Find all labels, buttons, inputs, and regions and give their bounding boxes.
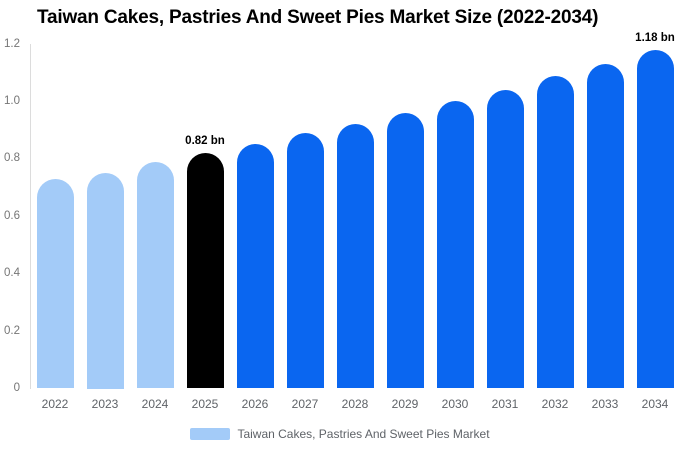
bar-2023[interactable] (86, 173, 124, 389)
x-tick-label-2028: 2028 (341, 396, 369, 411)
bar-2033[interactable] (586, 64, 624, 389)
x-tick-label-2022: 2022 (41, 396, 69, 411)
x-tick-label-2033: 2033 (591, 396, 619, 411)
y-tick-label: 0.8 (4, 152, 20, 165)
x-tick-label-2032: 2032 (541, 396, 569, 411)
y-tick-label: 0 (13, 382, 20, 394)
x-tick-label-2025: 2025 (191, 396, 219, 411)
x-tick-label-2023: 2023 (91, 396, 119, 411)
x-tick-label-2026: 2026 (241, 396, 269, 411)
chart-title: Taiwan Cakes, Pastries And Sweet Pies Ma… (37, 7, 599, 28)
bar-2034[interactable] (636, 49, 674, 389)
legend-swatch (190, 428, 231, 440)
y-tick-label: 1.2 (4, 37, 20, 50)
legend[interactable]: Taiwan Cakes, Pastries And Sweet Pies Ma… (0, 427, 680, 441)
bar-2024[interactable] (136, 161, 174, 389)
bar-2032[interactable] (536, 75, 574, 389)
y-axis-line (30, 44, 31, 389)
bar-2027[interactable] (286, 132, 324, 389)
bar-2028[interactable] (336, 124, 374, 389)
bar-2031[interactable] (486, 89, 524, 389)
bar-2029[interactable] (386, 112, 424, 389)
value-label-2025: 0.82 bn (185, 135, 225, 148)
x-tick-label-2027: 2027 (291, 396, 319, 411)
legend-label: Taiwan Cakes, Pastries And Sweet Pies Ma… (237, 427, 490, 441)
x-tick-label-2024: 2024 (141, 396, 169, 411)
y-tick-label: 0.4 (4, 267, 20, 280)
value-label-2034: 1.18 bn (635, 31, 675, 44)
bar-2030[interactable] (436, 101, 474, 389)
x-tick-label-2030: 2030 (441, 396, 469, 411)
y-tick-label: 0.6 (4, 209, 20, 222)
x-tick-label-2031: 2031 (491, 396, 519, 411)
bar-2022[interactable] (36, 178, 74, 389)
bar-2025[interactable] (186, 153, 224, 389)
x-tick-label-2034: 2034 (641, 396, 669, 411)
y-tick-label: 0.2 (4, 324, 20, 337)
y-tick-label: 1.0 (4, 94, 20, 107)
bar-2026[interactable] (236, 144, 274, 389)
x-tick-label-2029: 2029 (391, 396, 419, 411)
